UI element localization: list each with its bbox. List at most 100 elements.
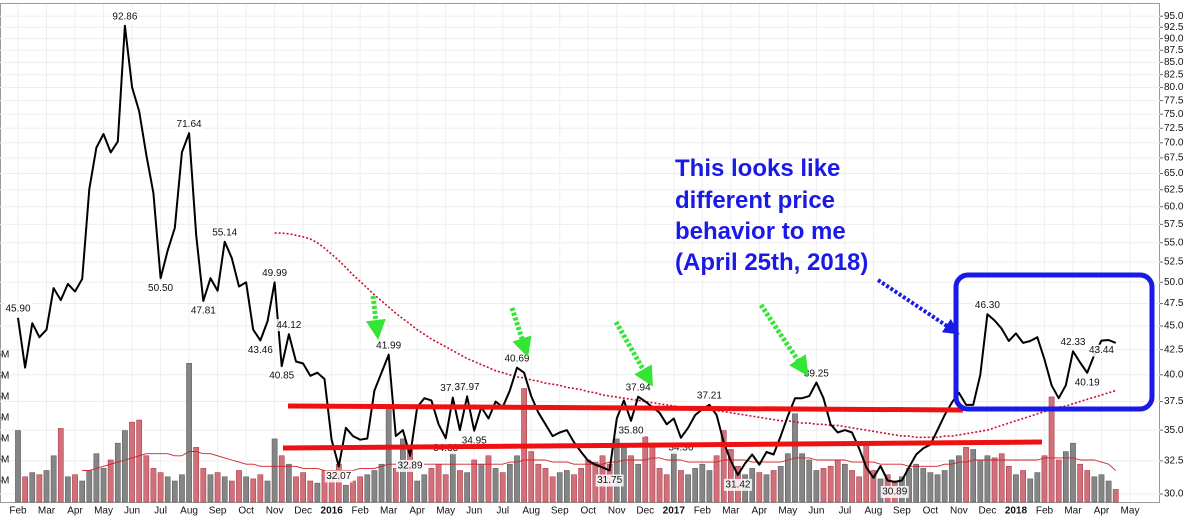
value-label: 31.42 — [725, 480, 750, 491]
volume-bar — [136, 419, 143, 503]
volume-bar — [1005, 466, 1012, 503]
y-tick-label: 60.0 — [1164, 201, 1184, 212]
x-tick-label: Jun — [466, 506, 482, 517]
x-tick-label: May — [778, 506, 797, 517]
volume-bar — [556, 472, 563, 503]
value-label-bg — [1087, 344, 1116, 357]
volume-bar — [457, 470, 463, 503]
y-tick-label: 45.0 — [1164, 321, 1184, 332]
volume-bar — [1041, 455, 1048, 503]
y-tick-label: 87.5 — [1164, 45, 1184, 56]
volume-bar — [250, 478, 257, 503]
x-tick-label: Feb — [352, 506, 370, 517]
value-label: 41.99 — [376, 340, 401, 351]
volume-bar — [564, 470, 570, 503]
volume-bar — [114, 442, 121, 503]
volume-bar — [1070, 442, 1076, 503]
volume-bar — [642, 436, 649, 503]
volume-bar — [927, 472, 934, 503]
volume-bar — [514, 455, 520, 503]
arrow — [613, 320, 653, 387]
volume-bar — [93, 453, 100, 503]
y-tick-label: 37.5 — [1164, 396, 1184, 407]
value-label: 40.85 — [269, 371, 294, 382]
value-label-bg — [973, 299, 1002, 312]
volume-bar — [956, 455, 962, 503]
volume-bar — [727, 449, 734, 503]
value-label-bg — [146, 282, 175, 295]
value-label-bg — [396, 459, 425, 472]
annotations: This looks like different price behavior… — [282, 155, 1155, 451]
y-tick-label: 67.5 — [1164, 153, 1184, 164]
volume-bar — [193, 447, 200, 503]
volume-bar — [849, 470, 855, 503]
volume-bar — [36, 474, 43, 503]
volume-bar — [1084, 470, 1091, 503]
x-tick-label: 2018 — [1005, 506, 1028, 517]
volume-bar — [179, 474, 185, 503]
x-tick-label: Oct — [238, 506, 254, 517]
volume-bar — [770, 470, 777, 503]
value-label: 34.36 — [668, 442, 693, 453]
y-tick-label: 82.5 — [1164, 69, 1184, 80]
volume-bar — [571, 474, 577, 503]
value-label-bg — [695, 389, 724, 402]
x-tick-label: Sep — [893, 506, 911, 517]
y2-tick-label: M — [1, 413, 9, 424]
y2-tick-label: M — [1, 371, 9, 382]
volume-bar — [549, 476, 556, 503]
annotation-text: This looks like — [675, 155, 840, 182]
value-label-bg — [324, 470, 353, 483]
x-tick-label: 2016 — [321, 506, 344, 517]
volume-bar — [392, 468, 399, 503]
volume-bar — [628, 455, 634, 503]
value-label-bg — [374, 339, 403, 352]
volume-bar — [506, 463, 513, 503]
x-tick-label: Mar — [380, 506, 398, 517]
value-label: 92.86 — [112, 11, 137, 22]
y-tick-label: 52.5 — [1164, 257, 1184, 268]
volume-bar — [43, 470, 50, 503]
x-tick-label: May — [436, 506, 455, 517]
volume-bar — [86, 470, 93, 503]
y-tick-label: 30.0 — [1164, 489, 1184, 500]
y-tick-label: 65.0 — [1164, 168, 1184, 179]
volume-bar — [50, 455, 57, 503]
x-tick-label: Apr — [1094, 506, 1110, 517]
volume-bar — [15, 430, 21, 503]
value-label: 37.21 — [697, 390, 722, 401]
volume-bar — [542, 468, 549, 503]
annotation-text: different price — [675, 187, 835, 214]
x-tick-label: Sep — [551, 506, 569, 517]
volume-bar — [713, 455, 720, 503]
volume-bar — [535, 463, 542, 503]
volume-bar — [243, 476, 249, 503]
volume-bar — [934, 474, 941, 503]
volume-bar — [492, 468, 499, 503]
x-tick-label: Nov — [266, 506, 284, 517]
series-line — [82, 451, 1116, 471]
value-label: 50.50 — [148, 283, 173, 294]
volume-bar — [920, 468, 927, 503]
volume-bar — [1013, 474, 1019, 503]
volume-bar — [777, 466, 784, 503]
volume-bar — [307, 480, 314, 503]
volume-bar — [478, 463, 485, 503]
volume-bar — [1020, 470, 1026, 503]
volume-bar — [143, 455, 150, 503]
value-label: 37.94 — [626, 382, 651, 393]
x-tick-label: Jun — [808, 506, 824, 517]
volume-bar — [870, 470, 877, 503]
volume-bar — [300, 472, 306, 503]
value-label: 37.97 — [455, 382, 480, 393]
x-tick-label: Aug — [864, 506, 882, 517]
y-tick-label: 50.0 — [1164, 277, 1184, 288]
volume-bar — [863, 442, 870, 503]
plot-frame — [0, 3, 1160, 503]
y-tick-label: 42.5 — [1164, 344, 1184, 355]
volume-bar — [827, 466, 834, 503]
value-label-bg — [260, 267, 289, 280]
volume-bar — [471, 459, 478, 503]
